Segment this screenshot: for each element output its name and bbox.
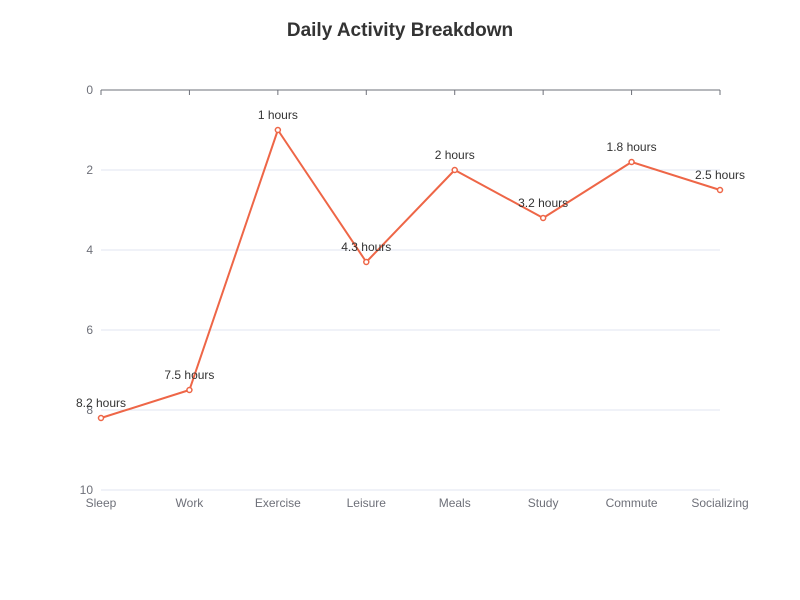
data-label-meals: 2 hours	[435, 148, 475, 162]
data-label-socializing: 2.5 hours	[695, 168, 745, 182]
grid-lines	[101, 169, 720, 491]
data-point-meals	[451, 166, 458, 174]
data-label-work: 7.5 hours	[164, 368, 214, 382]
series-line-0	[100, 129, 721, 419]
x-tick-label-leisure: Leisure	[347, 496, 387, 510]
data-label-sleep: 8.2 hours	[76, 396, 126, 410]
y-tick-label-0: 0	[86, 83, 93, 97]
x-tick-label-socializing: Socializing	[691, 496, 748, 510]
data-labels: 8.2 hours 7.5 hours 1 hours 4.3 hours 2 hour…	[76, 108, 745, 410]
x-tick-label-sleep: Sleep	[86, 496, 117, 510]
data-label-study: 3.2 hours	[518, 196, 568, 210]
data-label-commute: 1.8 hours	[607, 140, 657, 154]
data-point-commute	[628, 158, 635, 166]
y-tick-label-2: 4	[86, 243, 93, 257]
y-tick-label-1: 2	[86, 163, 93, 177]
data-point-study	[539, 214, 547, 222]
y-tick-label-3: 6	[86, 323, 93, 337]
data-point-work	[186, 386, 193, 394]
x-tick-label-exercise: Exercise	[255, 496, 301, 510]
data-point-exercise	[274, 126, 282, 134]
x-tick-label-commute: Commute	[606, 496, 658, 510]
series-activity	[97, 126, 724, 422]
data-label-leisure: 4.3 hours	[341, 240, 391, 254]
x-tick-label-work: Work	[176, 496, 205, 510]
data-point-sleep	[97, 414, 105, 422]
data-label-exercise: 1 hours	[258, 108, 298, 122]
y-tick-label-4: 8	[86, 403, 93, 417]
y-tick-label-5: 10	[80, 483, 94, 497]
data-point-leisure	[363, 258, 370, 266]
data-point-socializing	[716, 186, 724, 194]
x-tick-label-study: Study	[528, 496, 559, 510]
chart-title: Daily Activity Breakdown	[286, 20, 514, 41]
x-tick-label-meals: Meals	[439, 496, 471, 510]
